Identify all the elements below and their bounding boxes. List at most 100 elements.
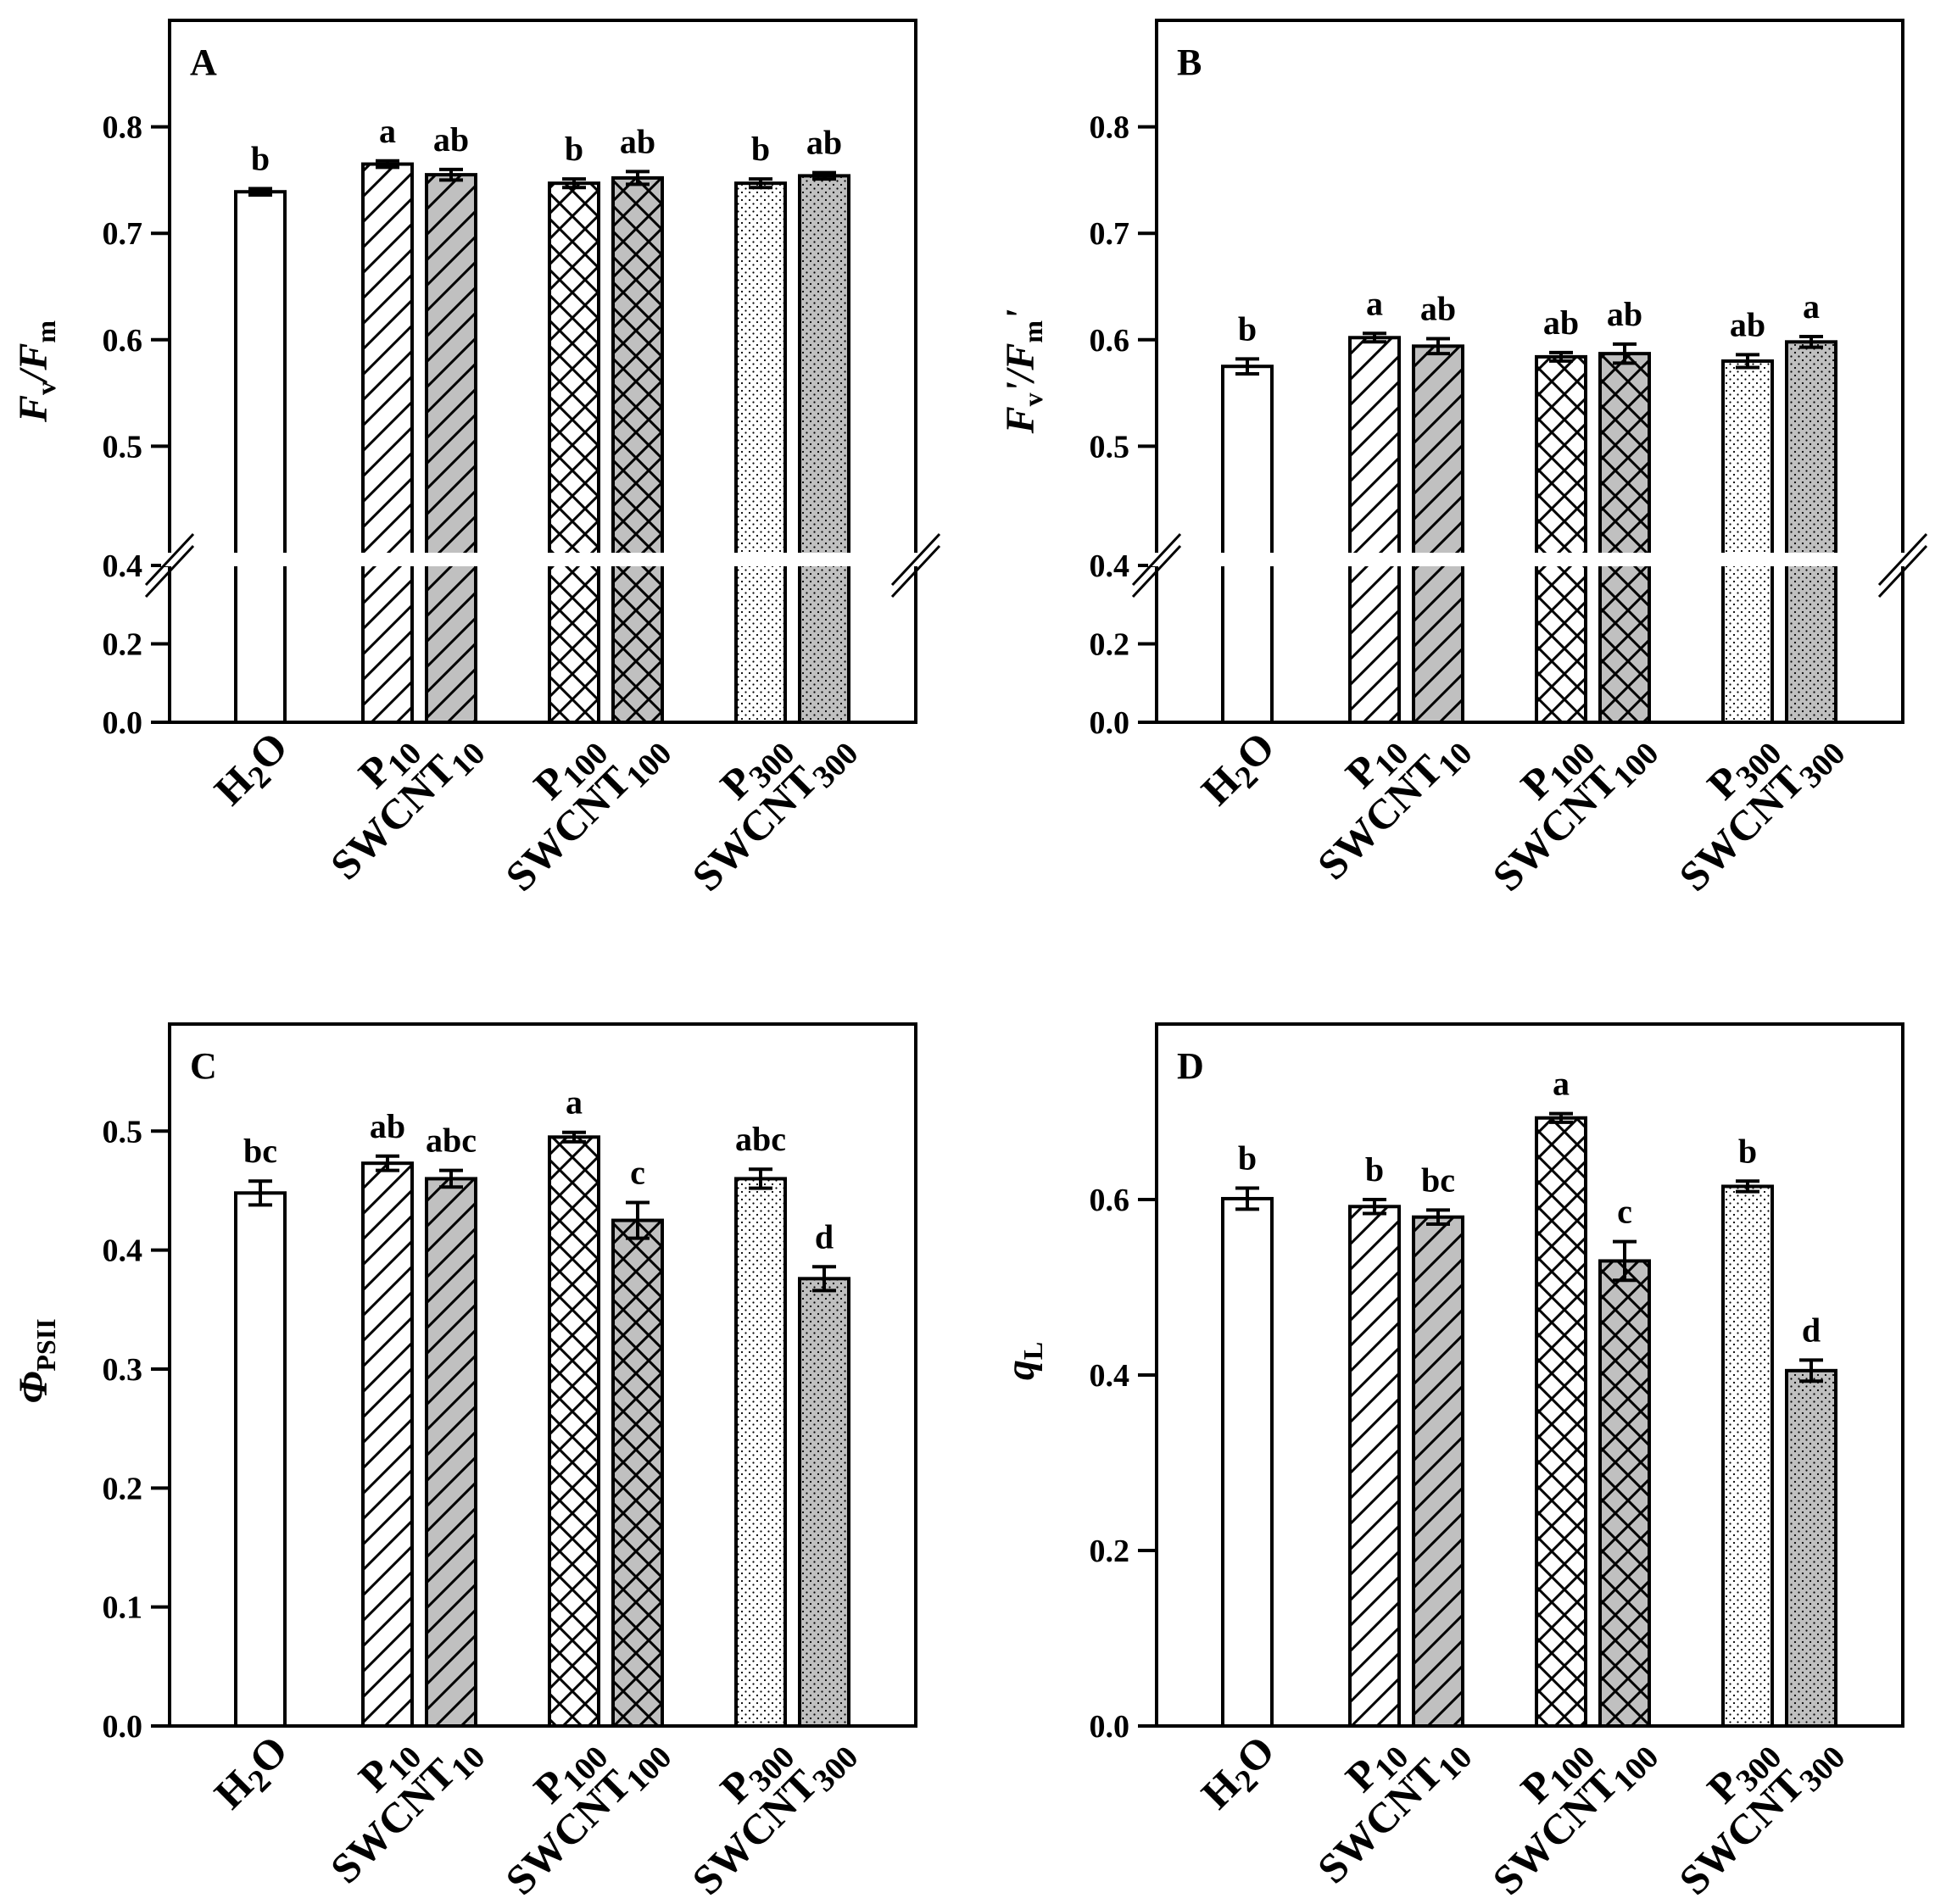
significance-label: c [1617, 1193, 1632, 1231]
y-label-main: Φ [11, 1372, 56, 1404]
bar-pattern [736, 183, 785, 723]
significance-label: b [251, 139, 270, 177]
bar-pattern [1536, 356, 1586, 722]
category-label: H2O [1192, 722, 1289, 819]
y-axis-label: ΦPSII [11, 1318, 61, 1403]
y-tick-label: 0.6 [1090, 1183, 1130, 1218]
bar-pattern [1600, 354, 1649, 722]
panel-D: 0.00.20.40.6bH2ObP10bcSWCNT10aP100cSWCNT… [998, 1022, 1904, 1904]
significance-label: b [1738, 1132, 1757, 1170]
significance-label: bc [243, 1132, 277, 1170]
y-tick-label: 0.2 [1090, 1534, 1130, 1569]
axis-break-gap [1158, 553, 1901, 566]
y-tick-label: 0.2 [103, 627, 143, 663]
y-label-subscript: L [1018, 1342, 1048, 1360]
bar-pattern [427, 175, 476, 722]
panel-label: C [190, 1045, 217, 1087]
significance-label: b [565, 130, 583, 168]
bar-pattern [363, 164, 412, 722]
bar-pattern [1787, 342, 1836, 722]
bar-fill [236, 192, 285, 722]
y-tick-label: 0.5 [1090, 429, 1130, 465]
plot-frame [1155, 19, 1904, 724]
axis-break-mark [144, 544, 195, 598]
bar-fill [1223, 366, 1272, 722]
significance-label: ab [1543, 303, 1579, 342]
bar-pattern [427, 1178, 476, 1726]
plot-frame [168, 19, 917, 724]
y-label-subscript: PSII [31, 1318, 61, 1371]
y-tick-label: 0.6 [103, 323, 143, 359]
category-label: P100 [524, 722, 615, 813]
panel-label: B [1177, 42, 1202, 83]
y-tick-label: 0.6 [1090, 323, 1130, 359]
y-tick-label: 0.5 [103, 1114, 143, 1150]
y-label-main: F [998, 406, 1043, 434]
significance-label: bc [1421, 1161, 1455, 1199]
significance-label: abc [426, 1122, 477, 1160]
bar-pattern [800, 175, 849, 723]
bar-pattern [1414, 346, 1463, 722]
bar-pattern [613, 177, 662, 722]
bar-pattern [613, 1220, 662, 1726]
significance-label: abc [735, 1120, 786, 1158]
bar-pattern [549, 1137, 599, 1726]
y-tick-label: 0.2 [1090, 627, 1130, 663]
y-label-subscript: v [31, 381, 61, 395]
y-axis-label: Fv/Fm [11, 320, 61, 423]
y-tick-label: 0.0 [1090, 705, 1130, 741]
category-label: H2O [1192, 1726, 1289, 1823]
panel-label: A [190, 42, 217, 83]
y-label-main: F [11, 395, 56, 423]
axis-break-mark [1877, 532, 1928, 587]
significance-label: b [1238, 1139, 1257, 1177]
bar-pattern [1414, 1216, 1463, 1726]
significance-label: a [379, 112, 396, 150]
significance-label: ab [433, 120, 469, 159]
y-label-middle: /F [11, 343, 56, 384]
y-tick-label: 0.4 [103, 1233, 143, 1269]
axis-break-mark [1131, 544, 1182, 598]
y-tick-label: 0.0 [103, 1709, 143, 1745]
y-label-middle: '/F [998, 343, 1043, 393]
significance-label: a [1553, 1065, 1570, 1103]
y-tick-label: 0.8 [103, 110, 143, 146]
y-tick-label: 0.2 [103, 1471, 143, 1506]
plot-frame [168, 1022, 917, 1728]
y-tick-label: 0.0 [103, 705, 143, 741]
bar-pattern [1723, 1186, 1772, 1726]
bar-pattern [549, 183, 599, 723]
y-tick-label: 0.7 [103, 216, 143, 252]
significance-label: ab [1420, 290, 1456, 328]
significance-label: b [1238, 309, 1257, 348]
y-tick-label: 0.4 [103, 548, 143, 584]
axis-break-mark [144, 532, 195, 587]
bar-pattern [363, 1163, 412, 1726]
significance-label: b [1365, 1150, 1384, 1189]
bar-fill [236, 1193, 285, 1726]
bar-fill [1223, 1198, 1272, 1726]
significance-label: b [751, 130, 770, 168]
y-label-main: q [998, 1360, 1043, 1380]
category-label: H2O [205, 722, 302, 819]
axis-break-gap [171, 553, 914, 566]
significance-label: ab [1730, 305, 1765, 343]
significance-label: a [1366, 284, 1383, 322]
y-tick-label: 0.5 [103, 429, 143, 465]
y-axis-label: qL [998, 1342, 1048, 1380]
y-label-subscript-2: m [1018, 320, 1048, 343]
bar-pattern [1787, 1370, 1836, 1726]
panel-A: 0.00.20.40.50.60.70.8bH2OaP10abSWCNT10bP… [11, 19, 941, 900]
y-tick-label: 0.8 [1090, 110, 1130, 146]
y-tick-label: 0.0 [1090, 1709, 1130, 1745]
y-tick-label: 0.4 [1090, 548, 1130, 584]
y-label-subscript-2: m [31, 320, 61, 343]
axis-break-mark [1877, 544, 1928, 598]
bar-pattern [1723, 360, 1772, 722]
significance-label: c [630, 1154, 645, 1192]
y-axis-label: Fv'/Fm' [998, 309, 1048, 435]
panel-B: 0.00.20.40.50.60.70.8bH2OaP10abSWCNT10ab… [998, 19, 1928, 900]
y-label-suffix: ' [998, 309, 1043, 320]
panel-C: 0.00.10.20.30.40.5 bcH2OabP10abcSWCNT10aP… [11, 1022, 917, 1904]
